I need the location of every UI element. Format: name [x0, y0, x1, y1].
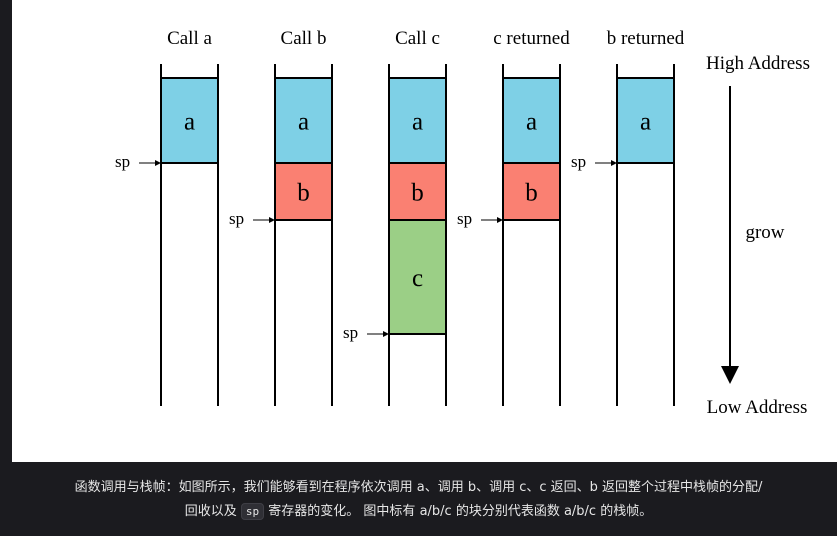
stack-column: c returned a b sp: [457, 28, 570, 406]
stack-frame-diagram: Call a a sp Call b a b sp Call c a b c sp c returned…: [12, 0, 837, 462]
grow-arrow-head: [721, 366, 739, 384]
stack-frame-b: [389, 163, 446, 220]
sp-label: sp: [343, 323, 358, 342]
stack-column: b returned a sp: [571, 28, 685, 406]
sp-label: sp: [115, 152, 130, 171]
caption-line-2-start: 回收以及: [184, 504, 241, 519]
column-title: Call b: [281, 28, 327, 49]
grow-label: grow: [745, 222, 784, 243]
stack-frame-label: a: [298, 109, 309, 136]
caption-line-2: 回收以及 sp 寄存器的变化。 图中标有 a/b/c 的块分别代表函数 a/b/…: [0, 500, 837, 524]
caption-line-2-end: 寄存器的变化。 图中标有 a/b/c 的块分别代表函数 a/b/c 的栈帧。: [264, 504, 653, 519]
low-address-label: Low Address: [707, 397, 808, 418]
sp-label: sp: [571, 152, 586, 171]
stack-frame-label: a: [412, 109, 423, 136]
caption-line-1: 函数调用与栈帧：如图所示，我们能够看到在程序依次调用 a、调用 b、调用 c、c…: [74, 480, 763, 495]
column-title: Call a: [167, 28, 212, 49]
stack-frame-c: [389, 220, 446, 334]
stack-frame-label: b: [297, 180, 310, 207]
stack-frame-label: a: [526, 109, 537, 136]
stack-frame-a: [617, 78, 674, 163]
stack-frame-label: b: [411, 180, 424, 207]
stack-frame-a: [161, 78, 218, 163]
stack-frame-b: [503, 163, 560, 220]
stack-frame-b: [275, 163, 332, 220]
stack-frame-a: [389, 78, 446, 163]
column-title: Call c: [395, 28, 440, 49]
stack-column: Call c a b c sp: [343, 28, 447, 406]
stack-frame-label: b: [525, 180, 538, 207]
stack-frame-a: [503, 78, 560, 163]
figure-caption: 函数调用与栈帧：如图所示，我们能够看到在程序依次调用 a、调用 b、调用 c、c…: [0, 476, 837, 524]
stack-frame-label: a: [184, 109, 195, 136]
stack-frame-label: c: [412, 265, 423, 292]
sp-label: sp: [229, 209, 244, 228]
sp-register-code: sp: [240, 503, 265, 520]
stack-frame-label: a: [640, 109, 651, 136]
stack-column: Call a a sp: [115, 28, 219, 406]
sp-label: sp: [457, 209, 472, 228]
high-address-label: High Address: [706, 53, 810, 74]
stack-column: Call b a b sp: [229, 28, 333, 406]
column-title: c returned: [493, 28, 570, 49]
stack-frame-a: [275, 78, 332, 163]
column-title: b returned: [607, 28, 685, 49]
